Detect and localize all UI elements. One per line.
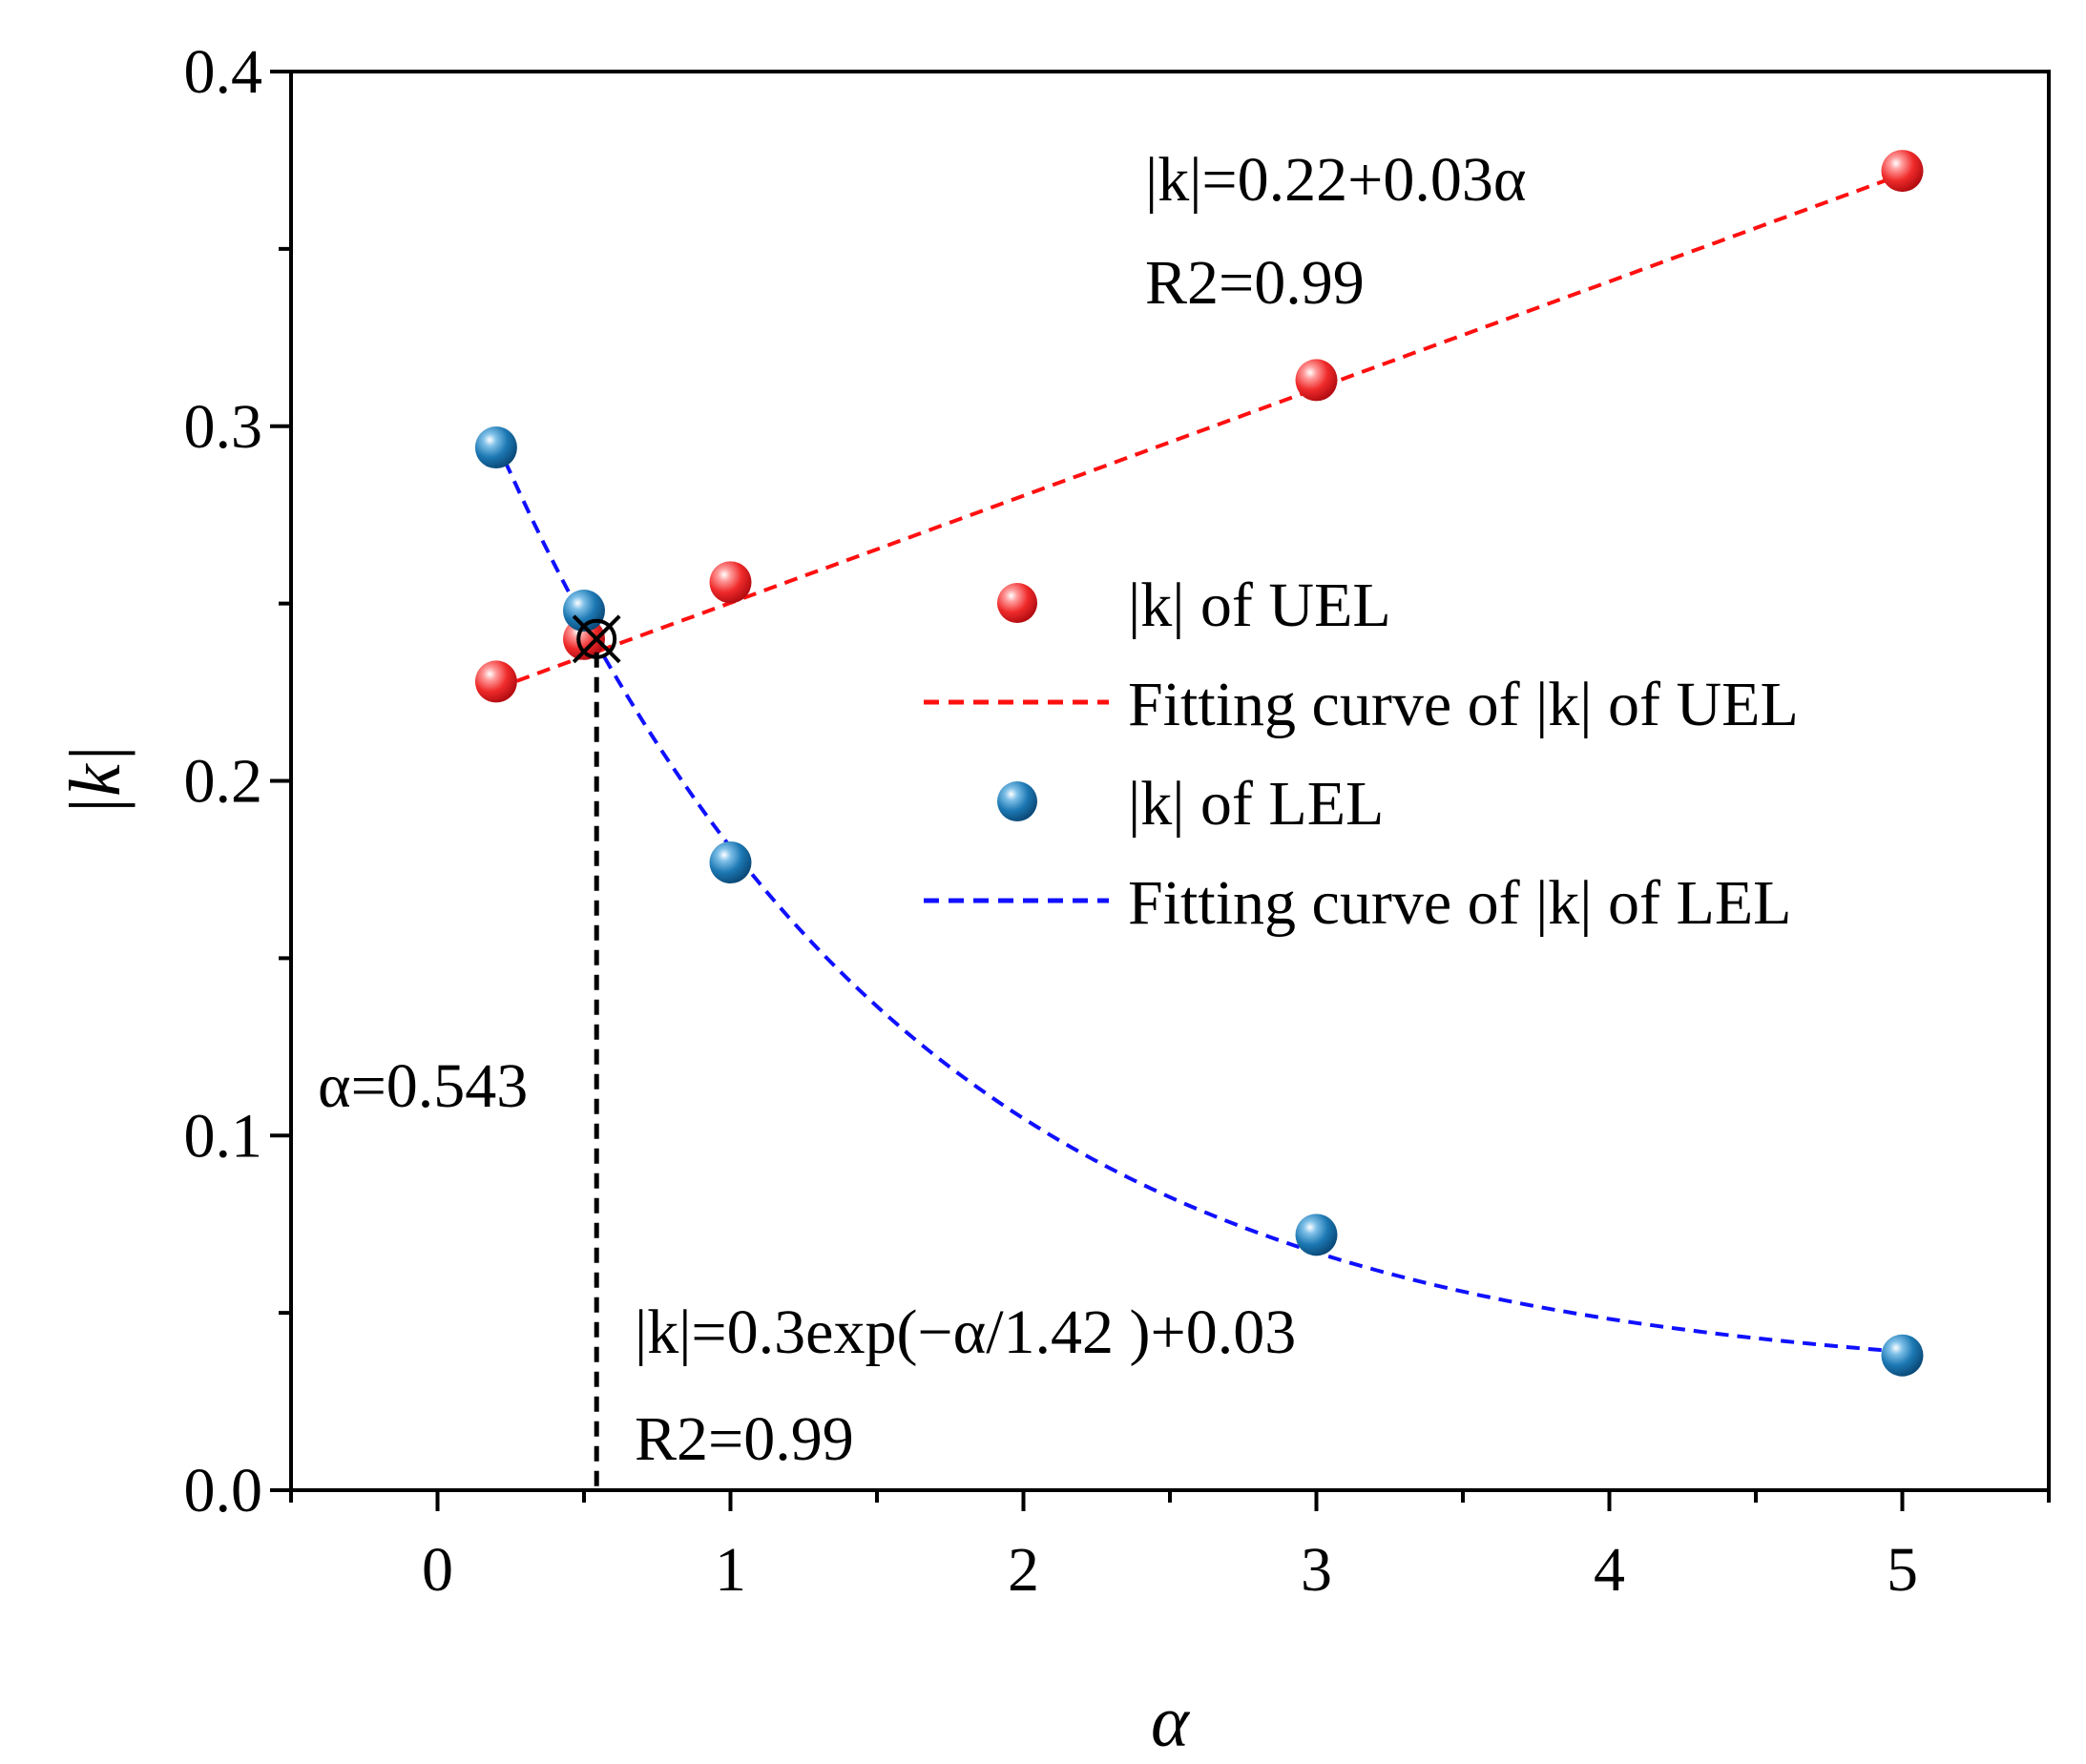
x-tick-label: 2: [1008, 1535, 1039, 1605]
uel-point: [1881, 150, 1924, 193]
fit-curves: [494, 172, 1904, 1354]
y-tick-label: 0.1: [184, 1101, 263, 1171]
intersection-cross-b: [572, 614, 621, 664]
x-tick-label: 4: [1594, 1535, 1625, 1605]
uel-point: [709, 561, 752, 604]
legend-uel-marker: [997, 583, 1037, 623]
annotations: [572, 614, 621, 1490]
y-axis-title: |k|: [55, 744, 136, 817]
x-tick-label: 3: [1301, 1535, 1332, 1605]
legend-uel-label: |k| of UEL: [1128, 571, 1391, 640]
lel-point: [1881, 1334, 1924, 1377]
y-tick-label: 0.2: [184, 747, 263, 817]
uel-point: [474, 660, 517, 703]
x-tick-label: 1: [715, 1535, 746, 1605]
lel-point: [1295, 1214, 1338, 1256]
uel-point: [1295, 359, 1338, 402]
lel-equation: |k|=0.3exp(−α/1.42 )+0.03: [635, 1297, 1296, 1367]
data-markers: [474, 150, 1924, 1377]
legend-lel-fit-label: Fitting curve of |k| of LEL: [1128, 868, 1791, 938]
uel-r2: R2=0.99: [1145, 248, 1365, 318]
x-tick-label: 0: [422, 1535, 453, 1605]
legend: |k| of UEL Fitting curve of |k| of UEL |…: [924, 571, 1799, 938]
lel-point: [709, 841, 752, 884]
x-tick-label: 5: [1887, 1535, 1918, 1605]
y-tick-label: 0.0: [184, 1456, 263, 1525]
y-tick-label: 0.3: [184, 392, 263, 462]
legend-uel-fit-label: Fitting curve of |k| of UEL: [1128, 670, 1799, 739]
intersection-marker: [576, 618, 617, 659]
x-axis-title: α: [1151, 1682, 1191, 1762]
uel-equation: |k|=0.22+0.03α: [1145, 145, 1526, 215]
lel-point: [474, 426, 517, 469]
legend-lel-label: |k| of LEL: [1128, 769, 1384, 839]
lel-r2: R2=0.99: [635, 1404, 854, 1474]
axes: 0 1 2 3 4 5 0.0 0.1 0.2 0.3 0.4: [184, 37, 2051, 1605]
y-tick-label: 0.4: [184, 37, 263, 107]
intersection-label: α=0.543: [318, 1051, 528, 1121]
legend-lel-marker: [997, 781, 1037, 821]
